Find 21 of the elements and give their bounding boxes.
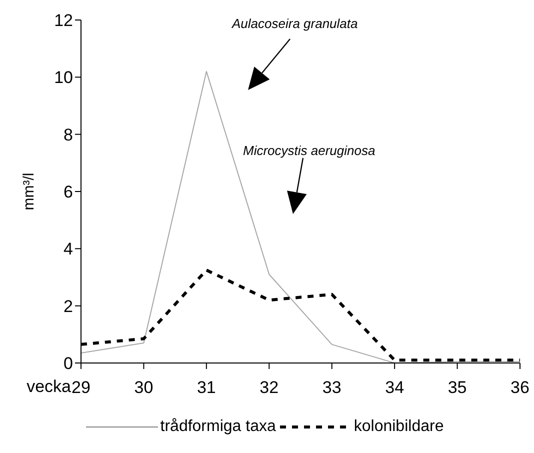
y-tick-label: 2 xyxy=(64,296,73,316)
annotation: Microcystis aeruginosa xyxy=(243,143,376,158)
x-tick-label: 36 xyxy=(510,378,530,398)
legend-label: kolonibildare xyxy=(354,418,444,436)
x-tick-label: 34 xyxy=(385,378,404,398)
y-tick-label: 4 xyxy=(64,240,73,259)
legend-label: trådformiga taxa xyxy=(160,418,276,436)
y-tick-label: 8 xyxy=(64,125,73,144)
x-tick-label: 35 xyxy=(448,378,467,398)
x-tick-label: 30 xyxy=(134,378,154,398)
x-axis-title: vecka xyxy=(26,377,72,396)
y-tick-label: 12 xyxy=(54,11,73,30)
annotation: Aulacoseira granulata xyxy=(231,16,358,31)
y-tick-label: 6 xyxy=(64,182,73,202)
y-tick-label: 0 xyxy=(64,354,73,374)
x-tick-label: 32 xyxy=(260,378,279,398)
x-tick-label: 29 xyxy=(72,378,90,398)
y-axis-title: mm³/l xyxy=(20,172,38,210)
y-tick-label: 10 xyxy=(54,68,73,88)
x-tick-label: 31 xyxy=(196,378,216,398)
x-tick-label: 33 xyxy=(322,378,342,398)
